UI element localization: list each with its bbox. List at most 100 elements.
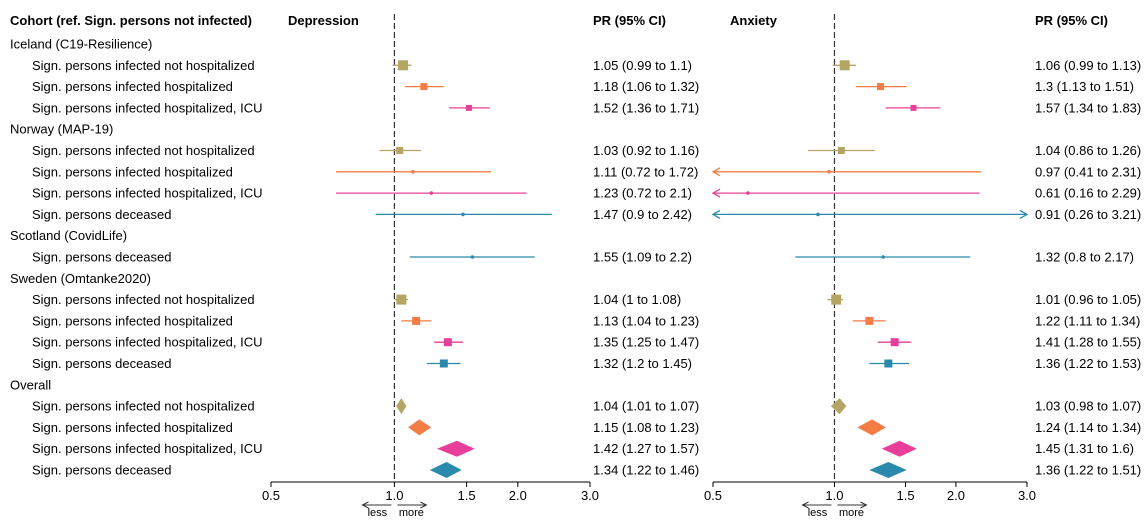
depression-header: Depression — [288, 13, 359, 28]
row-label: Sign. persons deceased — [32, 356, 171, 371]
depression-tick-label: 1.0 — [385, 488, 403, 503]
depression-ci-text: 1.18 (1.06 to 1.32) — [593, 79, 699, 94]
depression-ci-text: 1.15 (1.08 to 1.23) — [593, 420, 699, 435]
anxiety-point-estimate — [884, 359, 893, 368]
anxiety-less-arrowhead — [801, 501, 809, 509]
anxiety-more-arrowhead — [860, 501, 868, 509]
depression-pooled-diamond — [396, 398, 407, 415]
anxiety-ci-text: 0.91 (0.26 to 3.21) — [1035, 207, 1141, 222]
row-label: Sign. persons infected hospitalized, ICU — [32, 335, 263, 350]
anxiety-ci-left-arrow — [711, 167, 721, 177]
row-label: Sign. persons deceased — [32, 207, 171, 222]
anxiety-ci-text: 1.57 (1.34 to 1.83) — [1035, 100, 1141, 115]
depression-more-label: more — [399, 507, 424, 519]
cohort-header: Cohort (ref. Sign. persons not infected) — [10, 13, 252, 28]
anxiety-ci-text: 1.04 (0.86 to 1.26) — [1035, 143, 1141, 158]
depression-point-estimate — [443, 338, 452, 347]
anxiety-ci-text: 0.97 (0.41 to 2.31) — [1035, 164, 1141, 179]
anxiety-ci-text: 1.01 (0.96 to 1.05) — [1035, 292, 1141, 307]
depression-point-estimate — [398, 60, 409, 71]
row-label: Sign. persons deceased — [32, 250, 171, 265]
anxiety-more-label: more — [839, 507, 864, 519]
anxiety-less-label: less — [808, 507, 828, 519]
anxiety-tick-label: 2.0 — [947, 488, 965, 503]
anxiety-ci-text: 1.22 (1.11 to 1.34) — [1035, 313, 1140, 328]
axis-layer: 0.5 1.0 1.5 2.0 3.0 less more 0.5 1.0 1.5 2.0 3.0 le… — [262, 481, 1036, 519]
depression-ci-text: 1.04 (1.01 to 1.07) — [593, 399, 699, 414]
depression-point-estimate — [461, 212, 465, 217]
anxiety-pooled-diamond — [857, 419, 886, 436]
depression-ci-text: 1.47 (0.9 to 2.42) — [593, 207, 692, 222]
depression-point-estimate — [429, 191, 434, 195]
depression-point-estimate — [412, 316, 421, 325]
depression-tick-label: 3.0 — [581, 488, 599, 503]
group-label: Norway (MAP-19) — [10, 122, 113, 137]
anxiety-ci-left-arrow — [711, 188, 721, 198]
anxiety-point-estimate — [831, 294, 842, 305]
anxiety-point-estimate — [839, 60, 850, 71]
anxiety-ci-text: 0.61 (0.16 to 2.29) — [1035, 186, 1141, 201]
row-label: Sign. persons infected hospitalized — [32, 164, 233, 179]
anxiety-point-estimate — [910, 104, 917, 111]
group-label: Overall — [10, 377, 51, 392]
anxiety-ci-text: 1.3 (1.13 to 1.51) — [1035, 79, 1134, 94]
depression-point-estimate — [396, 147, 404, 154]
row-label: Sign. persons infected hospitalized, ICU — [32, 186, 263, 201]
rows-layer: Iceland (C19-Resilience) Sign. persons in… — [10, 37, 1141, 478]
anxiety-tick-label: 1.0 — [825, 488, 843, 503]
depression-ci-text: 1.03 (0.92 to 1.16) — [593, 143, 699, 158]
depression-ci-text: 1.04 (1 to 1.08) — [593, 292, 681, 307]
anxiety-point-estimate — [876, 83, 884, 91]
group-label: Sweden (Omtanke2020) — [10, 271, 151, 286]
depression-point-estimate — [439, 359, 448, 368]
anxiety-point-estimate — [865, 316, 874, 325]
anxiety-ci-right-arrow — [1019, 209, 1029, 219]
depression-ci-text: 1.32 (1.2 to 1.45) — [593, 356, 692, 371]
anxiety-pooled-diamond — [881, 440, 917, 457]
depression-ci-text: 1.42 (1.27 to 1.57) — [593, 441, 699, 456]
anxiety-point-estimate — [890, 338, 899, 347]
anxiety-point-estimate — [827, 170, 831, 174]
depression-ci-text: 1.13 (1.04 to 1.23) — [593, 313, 699, 328]
depression-point-estimate — [396, 294, 407, 305]
group-label: Scotland (CovidLife) — [10, 228, 127, 243]
depression-tick-label: 2.0 — [509, 488, 527, 503]
row-label: Sign. persons infected hospitalized — [32, 420, 233, 435]
depression-point-estimate — [470, 255, 475, 259]
anxiety-pooled-diamond — [869, 462, 907, 478]
anxiety-ci-text: 1.41 (1.28 to 1.55) — [1035, 335, 1141, 350]
anxiety-ci-left-arrow — [711, 209, 721, 219]
anxiety-ci-text: 1.45 (1.31 to 1.6) — [1035, 441, 1134, 456]
row-label: Sign. persons infected not hospitalized — [32, 292, 255, 307]
depression-more-arrowhead — [420, 501, 428, 509]
anxiety-ci-text: 1.24 (1.14 to 1.34) — [1035, 420, 1141, 435]
anxiety-header: Anxiety — [730, 13, 778, 28]
depression-ci-text: 1.52 (1.36 to 1.71) — [593, 100, 699, 115]
depression-ci-text: 1.23 (0.72 to 2.1) — [593, 186, 692, 201]
depression-pooled-diamond — [429, 462, 462, 478]
anxiety-ci-text: 1.32 (0.8 to 2.17) — [1035, 250, 1134, 265]
row-label: Sign. persons infected hospitalized, ICU — [32, 100, 263, 115]
anxiety-point-estimate — [881, 255, 885, 259]
row-label: Sign. persons deceased — [32, 463, 171, 478]
row-label: Sign. persons infected not hospitalized — [32, 143, 255, 158]
depression-point-estimate — [465, 104, 472, 111]
depression-ci-text: 1.34 (1.22 to 1.46) — [593, 463, 699, 478]
row-label: Sign. persons infected hospitalized — [32, 313, 233, 328]
depression-less-arrowhead — [361, 501, 369, 509]
anxiety-ci-text: 1.36 (1.22 to 1.51) — [1035, 463, 1141, 478]
depression-pooled-diamond — [408, 419, 432, 436]
anxiety-ci-header: PR (95% CI) — [1035, 13, 1108, 28]
row-label: Sign. persons infected hospitalized, ICU — [32, 441, 263, 456]
depression-ci-text: 1.11 (0.72 to 1.72) — [593, 164, 698, 179]
anxiety-tick-label: 0.5 — [704, 488, 722, 503]
depression-pooled-diamond — [436, 440, 475, 457]
anxiety-pooled-diamond — [830, 398, 847, 415]
depression-less-label: less — [368, 507, 388, 519]
depression-ci-text: 1.05 (0.99 to 1.1) — [593, 58, 692, 73]
depression-ci-text: 1.55 (1.09 to 2.2) — [593, 250, 692, 265]
anxiety-tick-label: 1.5 — [896, 488, 914, 503]
depression-tick-label: 0.5 — [262, 488, 280, 503]
anxiety-ci-text: 1.06 (0.99 to 1.13) — [1035, 58, 1141, 73]
